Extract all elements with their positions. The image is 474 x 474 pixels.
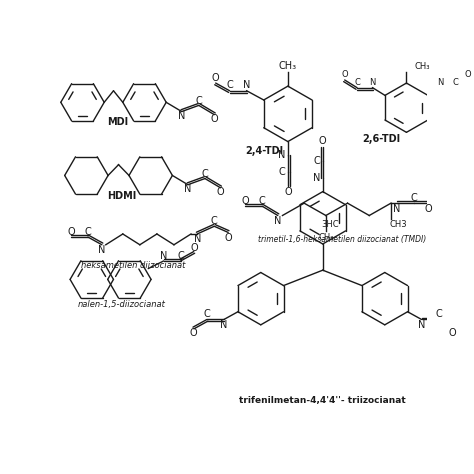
Text: N: N	[178, 111, 185, 121]
Text: N: N	[193, 234, 201, 245]
Text: O: O	[212, 73, 219, 82]
Text: C: C	[435, 309, 442, 319]
Text: O: O	[191, 243, 199, 253]
Text: 3HC: 3HC	[322, 220, 339, 229]
Text: HDMI: HDMI	[107, 191, 136, 201]
Text: N: N	[369, 78, 376, 87]
Text: 2,6-TDI: 2,6-TDI	[362, 134, 400, 144]
Text: C: C	[226, 81, 233, 91]
Text: O: O	[465, 70, 472, 79]
Text: 2,4-TDI: 2,4-TDI	[246, 146, 283, 156]
Text: N: N	[160, 251, 167, 261]
Text: trifenilmetan-4,4'4''- triizocianat: trifenilmetan-4,4'4''- triizocianat	[239, 396, 406, 405]
Text: C: C	[177, 251, 184, 261]
Text: O: O	[210, 114, 218, 124]
Text: N: N	[220, 320, 228, 330]
Text: C: C	[203, 309, 210, 319]
Text: O: O	[284, 187, 292, 197]
Text: CH3: CH3	[390, 220, 408, 229]
Text: N: N	[278, 150, 285, 160]
Text: MDI: MDI	[107, 117, 128, 127]
Text: N: N	[98, 245, 106, 255]
Text: N: N	[313, 173, 320, 183]
Text: nalen-1,5-diizocianat: nalen-1,5-diizocianat	[77, 301, 165, 310]
Text: C: C	[411, 193, 418, 203]
Text: N: N	[393, 203, 401, 214]
Text: N: N	[274, 216, 282, 226]
Text: O: O	[449, 328, 456, 337]
Text: O: O	[217, 187, 224, 197]
Text: O: O	[424, 203, 432, 214]
Text: C: C	[354, 78, 360, 87]
Text: C: C	[211, 216, 218, 226]
Text: O: O	[241, 196, 249, 206]
Text: CH₃: CH₃	[318, 233, 334, 242]
Text: CH₃: CH₃	[414, 62, 430, 71]
Text: C: C	[453, 78, 459, 87]
Text: C: C	[84, 227, 91, 237]
Text: C: C	[259, 196, 265, 206]
Text: N: N	[418, 320, 425, 330]
Text: C: C	[195, 96, 202, 106]
Text: C: C	[313, 156, 320, 166]
Text: O: O	[319, 136, 327, 146]
Text: N: N	[184, 184, 191, 194]
Text: N: N	[437, 78, 444, 87]
Text: trimetil-1,6-heksametilen diizocianat (TMDI): trimetil-1,6-heksametilen diizocianat (T…	[258, 235, 426, 244]
Text: O: O	[189, 328, 197, 337]
Text: CH₃: CH₃	[279, 61, 297, 71]
Text: N: N	[243, 81, 250, 91]
Text: O: O	[224, 233, 232, 243]
Text: O: O	[341, 70, 348, 79]
Text: C: C	[278, 167, 285, 177]
Text: C: C	[201, 169, 209, 179]
Text: O: O	[67, 227, 75, 237]
Text: heksametilen diizocianat: heksametilen diizocianat	[81, 261, 185, 270]
